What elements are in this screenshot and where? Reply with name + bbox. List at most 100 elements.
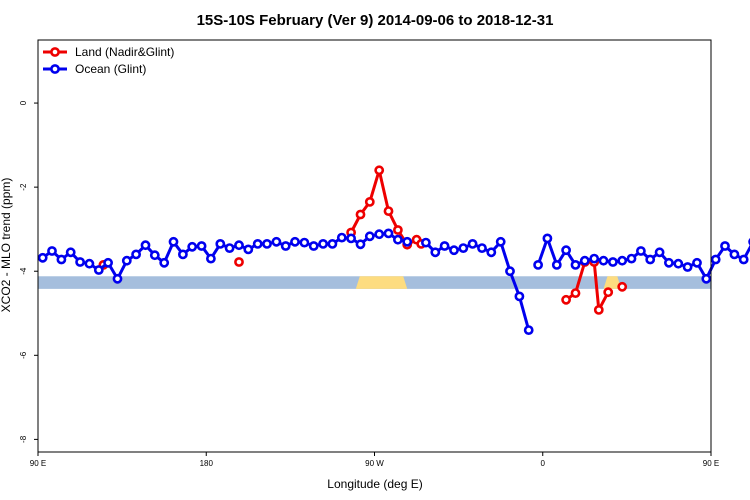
series-1-point-0-13 — [159, 257, 170, 268]
series-1-point-0-39 — [402, 236, 413, 247]
y-axis-label: XCO2 - MLO trend (ppm) — [0, 178, 13, 313]
series-1-point-2-22 — [738, 254, 749, 265]
legend: Land (Nadir&Glint) Ocean (Glint) — [43, 45, 174, 76]
series-1-point-2-4 — [570, 259, 581, 270]
series-1-point-0-36 — [374, 229, 385, 240]
series-1-point-2-9 — [617, 255, 628, 266]
series-1-point-2-13 — [654, 247, 665, 258]
series-1-point-2-6 — [589, 253, 600, 264]
series-1-point-1-1 — [430, 247, 441, 258]
series-1-point-0-12 — [149, 250, 160, 261]
legend-label-0: Land (Nadir&Glint) — [75, 45, 174, 59]
series-1-point-1-9 — [505, 266, 515, 277]
series-1-point-0-16 — [187, 241, 198, 252]
series-1-point-0-22 — [243, 244, 254, 255]
land-band-1 — [603, 276, 622, 289]
series-0-point-2-3 — [374, 165, 385, 176]
y-tick-label-2: -4 — [19, 267, 28, 275]
series-1-point-0-27 — [290, 236, 300, 247]
series-1-point-2-0 — [533, 259, 543, 270]
series-1-point-0-2 — [56, 254, 67, 265]
series-1-line-2 — [536, 236, 750, 281]
series-1-point-0-26 — [280, 241, 291, 251]
series-1-point-0-37 — [383, 228, 394, 239]
legend-marker-1 — [50, 64, 60, 74]
series-1-point-0-15 — [177, 249, 188, 260]
x-axis-label: Longitude (deg E) — [327, 477, 422, 491]
series-1-point-2-5 — [579, 255, 590, 266]
series-1 — [37, 228, 750, 335]
series-1-point-2-21 — [729, 249, 740, 260]
series-0-point-2-5 — [392, 225, 403, 235]
series-1-point-0-23 — [252, 238, 263, 249]
x-tick-label-2: 90 W — [365, 459, 384, 468]
series-1-point-0-19 — [215, 238, 226, 249]
series-1-point-2-17 — [692, 257, 702, 268]
series-1-point-2-1 — [542, 233, 553, 244]
series-0-point-2-4 — [383, 206, 394, 216]
series-1-point-2-2 — [551, 259, 562, 270]
series-1-point-0-17 — [196, 241, 207, 251]
series-layer — [37, 165, 750, 335]
series-1-point-2-10 — [626, 253, 637, 264]
series-1-point-0-29 — [308, 241, 319, 251]
y-axis: 0 -2 -4 -6 -8 — [19, 100, 38, 443]
series-0-point-3-4 — [593, 304, 604, 315]
series-1-point-2-14 — [664, 257, 674, 268]
series-1-point-2-16 — [682, 262, 693, 272]
series-1-point-1-4 — [458, 243, 469, 253]
legend-marker-0 — [50, 47, 60, 57]
x-axis: 90 E 180 90 W 0 90 E — [30, 452, 719, 468]
series-1-point-0-9 — [121, 255, 132, 266]
y-tick-label-0: 0 — [19, 100, 28, 105]
series-1-point-1-5 — [467, 238, 478, 249]
series-1-point-1-10 — [514, 291, 525, 302]
series-1-point-1-7 — [486, 247, 497, 258]
series-1-point-0-31 — [327, 238, 338, 249]
series-1-point-0-38 — [392, 234, 403, 245]
series-1-point-0-33 — [346, 233, 356, 244]
series-1-point-0-1 — [47, 246, 57, 256]
series-1-point-2-12 — [645, 254, 656, 265]
y-tick-label-1: -2 — [19, 183, 28, 191]
x-tick-label-0: 90 E — [30, 459, 46, 468]
x-tick-label-1: 180 — [200, 459, 214, 468]
series-1-point-2-8 — [608, 257, 618, 267]
series-0-point-2-1 — [355, 209, 366, 220]
series-1-point-2-7 — [598, 255, 609, 266]
series-1-point-0-24 — [262, 238, 272, 249]
y-tick-label-3: -6 — [19, 351, 28, 359]
series-1-point-0-8 — [112, 273, 123, 284]
series-1-point-2-18 — [701, 273, 712, 284]
legend-label-1: Ocean (Glint) — [75, 62, 146, 76]
land-band-0 — [355, 276, 408, 289]
series-1-point-1-2 — [439, 241, 450, 251]
series-1-point-1-11 — [523, 325, 534, 335]
series-1-point-0-10 — [131, 249, 141, 260]
series-1-point-0-7 — [103, 257, 113, 268]
series-1-point-0-18 — [205, 253, 216, 264]
series-0-point-3-0 — [561, 294, 571, 305]
series-1-point-2-20 — [720, 241, 730, 251]
series-1-point-0-21 — [234, 240, 244, 251]
series-1-point-0-28 — [299, 237, 310, 248]
series-1-point-0-5 — [84, 258, 95, 269]
background-band — [38, 276, 711, 289]
series-1-point-0-11 — [140, 240, 151, 251]
x-tick-label-4: 90 E — [703, 459, 719, 468]
series-1-point-0-25 — [271, 236, 282, 247]
series-1-point-0-34 — [355, 239, 366, 250]
series-1-point-2-11 — [636, 246, 646, 256]
series-1-point-0-14 — [168, 236, 179, 247]
x-tick-label-3: 0 — [541, 459, 546, 468]
series-1-point-0-32 — [336, 232, 347, 243]
series-1-point-2-15 — [673, 258, 684, 269]
series-1-point-2-3 — [561, 245, 571, 256]
series-1-point-0-35 — [364, 231, 375, 242]
series-1-point-1-8 — [495, 236, 506, 247]
series-0-point-3-1 — [570, 288, 581, 298]
series-0-point-1-0 — [234, 257, 244, 267]
series-0-point-2-2 — [364, 196, 375, 207]
